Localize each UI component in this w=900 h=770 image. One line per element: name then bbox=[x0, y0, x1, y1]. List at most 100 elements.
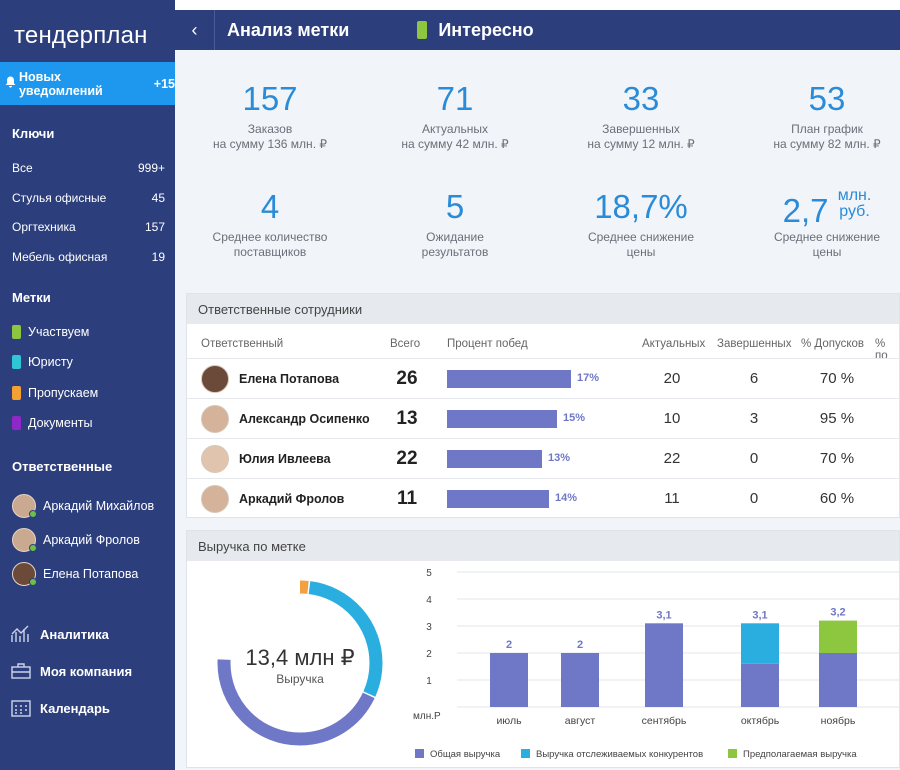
table-row[interactable]: Аркадий Фролов 11 14% 11 0 60 % bbox=[187, 478, 900, 518]
bar-total-label: 3,1 bbox=[752, 609, 767, 621]
table-row[interactable]: Александр Осипенко 13 15% 10 3 95 % bbox=[187, 398, 900, 438]
bar-total-label: 3,2 bbox=[830, 607, 845, 619]
stat-price-drop-rub: 2,7 млн. руб. Среднее снижение цены bbox=[737, 188, 900, 260]
bar-июль-series-0[interactable] bbox=[490, 653, 528, 707]
bar-total-label: 3,1 bbox=[656, 609, 671, 621]
legend-label-total: Общая выручка bbox=[430, 749, 501, 760]
employee-admission: 70 % bbox=[819, 450, 855, 467]
employee-actual: 10 bbox=[663, 410, 681, 427]
legend-swatch-total bbox=[415, 749, 424, 758]
col-header-admission[interactable]: % Допусков bbox=[801, 338, 864, 350]
employees-panel: Ответственные сотрудники Ответственный В… bbox=[186, 293, 900, 518]
nav-analytics[interactable]: Аналитика bbox=[11, 625, 109, 643]
table-row[interactable]: Елена Потапова 26 17% 20 6 70 % bbox=[187, 358, 900, 398]
stat-label-line1: Заказов bbox=[247, 122, 293, 136]
col-header-win-rate[interactable]: Процент побед bbox=[447, 338, 528, 350]
col-header-truncated[interactable]: % по bbox=[875, 338, 888, 362]
employee-total: 26 bbox=[396, 368, 418, 389]
nav-label: Моя компания bbox=[40, 663, 133, 679]
win-rate-label: 17% bbox=[577, 372, 600, 384]
tag-item-documents[interactable]: Документы bbox=[12, 416, 92, 430]
key-item-furniture[interactable]: Мебель офисная 19 bbox=[12, 250, 165, 264]
avatar bbox=[201, 365, 229, 393]
analytics-icon bbox=[11, 625, 29, 642]
revenue-charts: 13,4 млн ₽ Выручка 1 2 3 4 5 2 июль 2 август 3,1 с… bbox=[217, 568, 899, 760]
employee-admission: 60 % bbox=[819, 490, 855, 507]
employee-completed: 6 bbox=[749, 370, 759, 387]
bar-октябрь-series-0[interactable] bbox=[741, 663, 779, 707]
avatar bbox=[201, 445, 229, 473]
key-item-office-equipment[interactable]: Оргтехника 157 bbox=[12, 220, 165, 234]
col-header-responsible[interactable]: Ответственный bbox=[201, 338, 284, 350]
bar-август-series-0[interactable] bbox=[561, 653, 599, 707]
table-row[interactable]: Юлия Ивлеева 22 13% 22 0 70 % bbox=[187, 438, 900, 478]
y-tick-label: 1 bbox=[426, 676, 432, 687]
legend-swatch-forecast bbox=[728, 749, 737, 758]
bar-ноябрь-series-2[interactable] bbox=[819, 620, 857, 653]
bar-октябрь-series-1[interactable] bbox=[741, 623, 779, 664]
key-item-all[interactable]: Все 999+ bbox=[12, 161, 165, 175]
col-header-total[interactable]: Всего bbox=[390, 338, 421, 350]
revenue-panel-title: Выручка по метке bbox=[187, 531, 899, 561]
tag-label: Юристу bbox=[28, 355, 73, 369]
stat-label-line2: поставщиков bbox=[233, 245, 307, 259]
stat-number: 2,7 bbox=[782, 192, 829, 229]
y-tick-label: 3 bbox=[426, 622, 432, 633]
revenue-donut: 13,4 млн ₽ Выручка bbox=[217, 580, 383, 746]
page-header: ‹ Анализ метки Интересно bbox=[175, 10, 900, 50]
employee-actual: 20 bbox=[663, 370, 681, 387]
tag-item-lawyer[interactable]: Юристу bbox=[12, 355, 73, 369]
nav-label: Аналитика bbox=[40, 626, 109, 642]
nav-my-company[interactable]: Моя компания bbox=[11, 662, 132, 680]
revenue-panel: Выручка по метке 13,4 млн ₽ Выручка 1 2 3 4… bbox=[186, 530, 900, 768]
employee-admission: 70 % bbox=[819, 370, 855, 387]
tag-color-icon bbox=[417, 21, 428, 39]
y-tick-label: 4 bbox=[426, 595, 432, 606]
key-item-chairs[interactable]: Стулья офисные 45 bbox=[12, 191, 165, 205]
notifications-button[interactable]: Новых уведомлений +15 bbox=[0, 62, 175, 105]
stat-label-line1: Среднее количество bbox=[212, 230, 328, 244]
back-button[interactable]: ‹ bbox=[175, 10, 215, 50]
avatar bbox=[12, 494, 37, 518]
bar-ноябрь-series-0[interactable] bbox=[819, 653, 857, 707]
col-header-completed[interactable]: Завершенных bbox=[717, 338, 792, 350]
calendar-icon bbox=[11, 700, 31, 717]
bar-сентябрь-series-0[interactable] bbox=[645, 623, 683, 707]
stat-label-line2: на сумму 82 млн. ₽ bbox=[773, 137, 881, 151]
legend-label-competitors: Выручка отслеживаемых конкурентов bbox=[536, 749, 703, 760]
x-tick-label: сентябрь bbox=[642, 715, 687, 727]
key-count: 19 bbox=[151, 250, 165, 264]
x-tick-label: июль bbox=[496, 715, 522, 727]
stat-label-line1: Среднее снижение bbox=[773, 230, 881, 244]
employee-total: 11 bbox=[396, 488, 418, 509]
stat-label: Ожидание результатов bbox=[365, 230, 545, 260]
legend-swatch-competitors bbox=[521, 749, 530, 758]
donut-total-value: 13,4 млн ₽ bbox=[245, 645, 354, 670]
employee-admission: 95 % bbox=[819, 410, 855, 427]
employee-name: Аркадий Фролов bbox=[239, 492, 345, 506]
responsible-item[interactable]: Аркадий Михайлов bbox=[12, 494, 154, 518]
current-tag-label: Интересно bbox=[438, 19, 534, 40]
employee-name: Юлия Ивлеева bbox=[239, 452, 331, 466]
employee-completed: 0 bbox=[749, 490, 759, 507]
tag-color-icon bbox=[12, 355, 21, 369]
keys-title: Ключи bbox=[12, 126, 55, 141]
stat-label-line1: Завершенных bbox=[602, 122, 680, 136]
stat-label-line2: результатов bbox=[421, 245, 489, 259]
tag-item-participate[interactable]: Участвуем bbox=[12, 325, 89, 339]
stat-waiting: 5 Ожидание результатов bbox=[365, 188, 545, 260]
stat-label-line2: цены bbox=[812, 245, 842, 259]
online-status-icon bbox=[29, 578, 37, 586]
col-header-actual[interactable]: Актуальных bbox=[642, 338, 706, 350]
stat-label: Заказов на сумму 136 млн. ₽ bbox=[180, 122, 360, 152]
tag-item-skip[interactable]: Пропускаем bbox=[12, 386, 98, 400]
responsible-item[interactable]: Аркадий Фролов bbox=[12, 528, 140, 552]
stat-label-line2: на сумму 42 млн. ₽ bbox=[401, 137, 509, 151]
nav-calendar[interactable]: Календарь bbox=[11, 699, 110, 717]
employee-completed: 3 bbox=[749, 410, 759, 427]
stat-label: Среднее снижение цены bbox=[737, 230, 900, 260]
logo[interactable]: тендерплан bbox=[14, 22, 148, 49]
responsible-item[interactable]: Елена Потапова bbox=[12, 562, 138, 586]
key-count: 999+ bbox=[137, 161, 165, 175]
key-label: Стулья офисные bbox=[12, 191, 107, 205]
